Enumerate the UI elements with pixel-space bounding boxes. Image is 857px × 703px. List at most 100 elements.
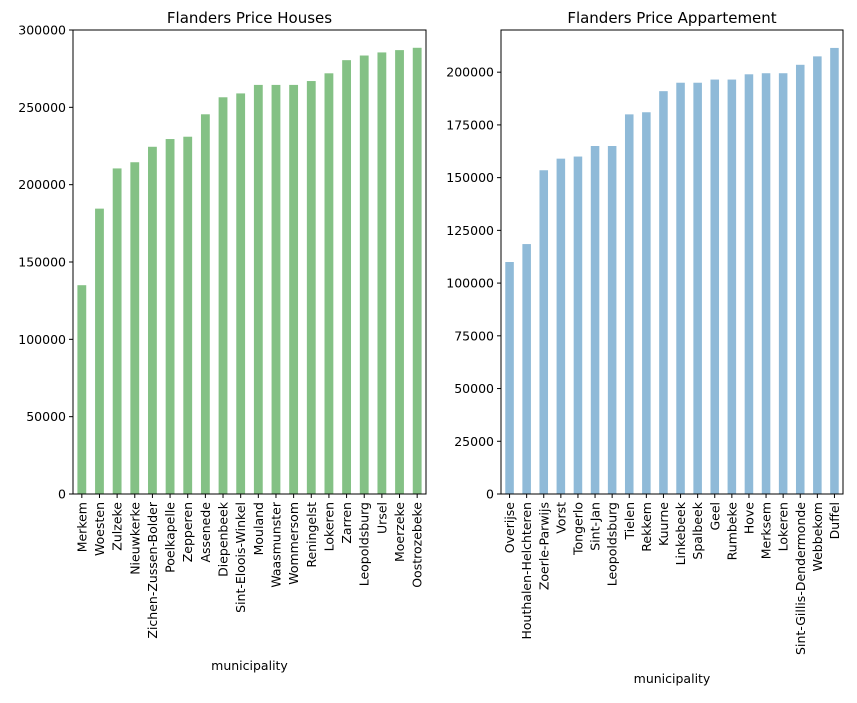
y-tick-label: 0 <box>58 487 66 502</box>
x-tick-label: Reningelst <box>304 502 319 568</box>
bar-houses-assenede <box>200 114 210 494</box>
bar-houses-ursel <box>377 52 387 494</box>
x-tick-label: Zichen-Zussen-Bolder <box>145 501 160 638</box>
x-axis-houses: Merkem Woesten Zulzeke Nieuwkerke Zichen-Zus… <box>74 494 425 639</box>
bar-apartments-rekkem <box>642 112 651 494</box>
y-tick-label: 125000 <box>446 223 494 238</box>
x-tick-label: Merkem <box>74 502 89 552</box>
x-tick-label: Sint-Gillis-Dendermonde <box>793 502 808 655</box>
bar-houses-oostrozebeke <box>412 47 422 494</box>
y-tick-label: 50000 <box>26 409 66 424</box>
x-tick-label: Tongerlo <box>570 502 585 556</box>
y-tick-label: 200000 <box>18 177 66 192</box>
x-tick-label: Spalbeek <box>690 501 705 559</box>
bar-apartments-lokeren <box>778 73 788 495</box>
x-tick-label: Zoerle-Parwijs <box>536 502 551 590</box>
bar-apartments-tongerlo <box>573 156 583 494</box>
x-tick-label: Merksem <box>759 502 774 559</box>
y-tick-label: 200000 <box>446 65 494 80</box>
x-tick-label: Sint-Jan <box>588 502 603 551</box>
bar-apartments-houthalen-helchteren <box>522 244 531 494</box>
x-tick-label: Rekkem <box>639 502 654 552</box>
bar-houses-woesten <box>95 208 104 494</box>
y-tick-label: 175000 <box>446 117 494 132</box>
chart-apartments: Flanders Price Appartement 0 25000 50000 75… <box>446 9 844 686</box>
bar-houses-leopoldsburg <box>359 55 369 495</box>
x-tick-label: Moerzeke <box>392 502 407 562</box>
bar-apartments-zoerle-parwijs <box>539 170 549 494</box>
x-tick-label: Zepperen <box>180 502 195 562</box>
x-tick-label: Lokeren <box>776 502 791 551</box>
x-tick-label: Zarren <box>339 502 354 544</box>
x-tick-label: Leopoldsburg <box>357 502 372 586</box>
x-tick-label: Webbekom <box>810 502 825 572</box>
x-tick-label: Wommersom <box>286 502 301 585</box>
x-tick-label: Duffel <box>827 502 842 539</box>
plot-frame-houses <box>72 29 427 495</box>
bar-apartments-leopoldsburg <box>607 146 617 494</box>
bar-houses-zichen-zussen-bolder <box>148 146 157 495</box>
bar-apartments-kuurne <box>659 91 668 494</box>
chart-title-apartments: Flanders Price Appartement <box>567 9 776 27</box>
x-tick-label: Diepenbeek <box>216 501 231 577</box>
x-tick-label: Tielen <box>622 502 637 541</box>
bar-houses-waasmunster <box>271 84 281 494</box>
x-tick-label: Hove <box>741 502 756 534</box>
bar-apartments-sint-jan <box>590 146 600 494</box>
y-tick-label: 50000 <box>454 381 494 396</box>
bar-apartments-sint-gillis-dendermonde <box>795 64 805 495</box>
y-tick-label: 150000 <box>446 170 494 185</box>
bar-apartments-spalbeek <box>693 82 702 495</box>
y-tick-label: 250000 <box>18 100 66 115</box>
bar-houses-poelkapelle <box>165 139 175 495</box>
bar-houses-merkem <box>77 285 87 494</box>
bar-houses-lokeren <box>324 73 334 494</box>
x-axis-apartments: Overijse Houthalen-Helchteren Zoerle-Parwi… <box>502 494 842 655</box>
y-tick-label: 150000 <box>18 255 66 270</box>
bar-houses-zulzeke <box>112 168 122 494</box>
bar-houses-zepperen <box>183 136 193 494</box>
x-tick-label: Overijse <box>502 502 517 554</box>
bar-apartments-rumbeke <box>727 79 737 495</box>
bar-apartments-overijse <box>505 262 514 494</box>
x-tick-label: Ursel <box>374 502 389 534</box>
y-tick-label: 300000 <box>18 23 66 38</box>
x-tick-label: Lokeren <box>321 502 336 551</box>
bar-houses-mouland <box>253 84 263 494</box>
x-tick-label: Nieuwkerke <box>127 502 142 575</box>
x-tick-label: Woesten <box>92 502 107 556</box>
y-tick-label: 100000 <box>446 276 494 291</box>
x-tick-label: Waasmunster <box>268 501 283 588</box>
bars-apartments <box>505 47 839 495</box>
bar-apartments-tielen <box>624 114 634 494</box>
y-tick-label: 75000 <box>454 328 494 343</box>
bar-houses-diepenbeek <box>218 97 228 494</box>
bar-apartments-geel <box>710 79 720 495</box>
x-tick-label: Kuurne <box>656 502 671 546</box>
bar-apartments-hove <box>744 74 754 495</box>
x-tick-label: Leopoldsburg <box>605 502 620 586</box>
chart-houses: Flanders Price Houses 0 50000 100000 150000… <box>18 9 427 673</box>
x-tick-label: Geel <box>707 502 722 531</box>
x-tick-label: Assenede <box>198 502 213 563</box>
bar-apartments-duffel <box>830 47 839 494</box>
x-tick-label: Rumbeke <box>724 502 739 561</box>
y-tick-label: 100000 <box>18 332 66 347</box>
bar-houses-wommersom <box>289 84 299 494</box>
plot-frame-apartments <box>500 29 844 495</box>
chart-title-houses: Flanders Price Houses <box>167 9 332 27</box>
bar-apartments-vorst <box>556 158 566 494</box>
bar-houses-sint-eloois-winkel <box>236 93 246 494</box>
bar-houses-reningelst <box>306 81 316 494</box>
bar-apartments-linkebeek <box>676 82 685 495</box>
bar-apartments-webbekom <box>813 56 822 494</box>
x-tick-label: Oostrozebeke <box>410 502 425 588</box>
x-tick-label: Vorst <box>553 502 568 534</box>
bar-houses-zarren <box>342 60 351 494</box>
x-axis-label-apartments: municipality <box>634 671 711 686</box>
x-axis-label-houses: municipality <box>211 658 288 673</box>
y-tick-label: 25000 <box>454 434 494 449</box>
bar-houses-nieuwkerke <box>130 162 140 495</box>
x-tick-label: Houthalen-Helchteren <box>519 502 534 639</box>
